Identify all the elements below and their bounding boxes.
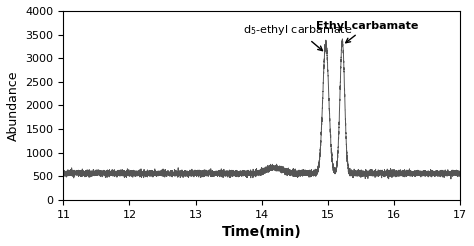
X-axis label: Time(min): Time(min)	[222, 225, 301, 239]
Text: Ethyl carbamate: Ethyl carbamate	[316, 21, 419, 43]
Text: $\mathrm{d_5}$-ethyl carbamate: $\mathrm{d_5}$-ethyl carbamate	[243, 23, 353, 51]
Y-axis label: Abundance: Abundance	[7, 70, 20, 141]
